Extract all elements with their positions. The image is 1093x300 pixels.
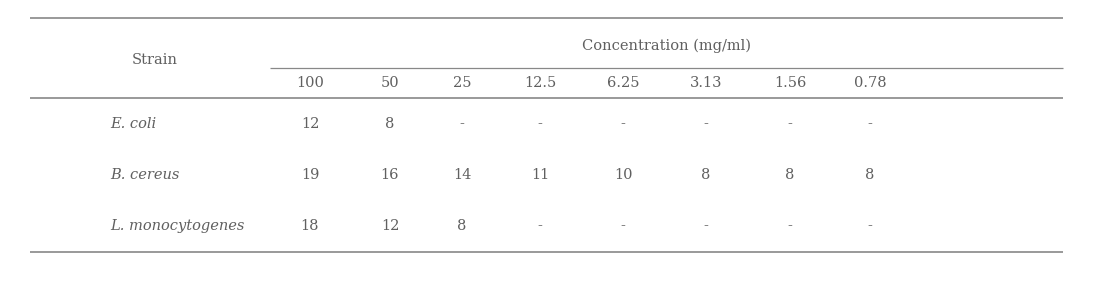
Text: 8: 8 bbox=[386, 117, 395, 131]
Text: 8: 8 bbox=[866, 168, 874, 182]
Text: -: - bbox=[704, 219, 708, 233]
Text: 16: 16 bbox=[380, 168, 399, 182]
Text: 25: 25 bbox=[453, 76, 471, 90]
Text: 6.25: 6.25 bbox=[607, 76, 639, 90]
Text: -: - bbox=[868, 219, 872, 233]
Text: B. cereus: B. cereus bbox=[110, 168, 179, 182]
Text: 8: 8 bbox=[457, 219, 467, 233]
Text: E. coli: E. coli bbox=[110, 117, 156, 131]
Text: 12: 12 bbox=[301, 117, 319, 131]
Text: 12.5: 12.5 bbox=[524, 76, 556, 90]
Text: -: - bbox=[621, 117, 625, 131]
Text: 0.78: 0.78 bbox=[854, 76, 886, 90]
Text: 1.56: 1.56 bbox=[774, 76, 807, 90]
Text: -: - bbox=[788, 117, 792, 131]
Text: 8: 8 bbox=[785, 168, 795, 182]
Text: 12: 12 bbox=[380, 219, 399, 233]
Text: 8: 8 bbox=[702, 168, 710, 182]
Text: Concentration (mg/ml): Concentration (mg/ml) bbox=[581, 39, 751, 53]
Text: 19: 19 bbox=[301, 168, 319, 182]
Text: 50: 50 bbox=[380, 76, 399, 90]
Text: 11: 11 bbox=[531, 168, 549, 182]
Text: 100: 100 bbox=[296, 76, 324, 90]
Text: 18: 18 bbox=[301, 219, 319, 233]
Text: Strain: Strain bbox=[132, 53, 178, 67]
Text: L. monocytogenes: L. monocytogenes bbox=[110, 219, 245, 233]
Text: -: - bbox=[704, 117, 708, 131]
Text: -: - bbox=[788, 219, 792, 233]
Text: 14: 14 bbox=[453, 168, 471, 182]
Text: 10: 10 bbox=[614, 168, 632, 182]
Text: -: - bbox=[621, 219, 625, 233]
Text: -: - bbox=[538, 219, 542, 233]
Text: -: - bbox=[538, 117, 542, 131]
Text: -: - bbox=[868, 117, 872, 131]
Text: -: - bbox=[459, 117, 465, 131]
Text: 3.13: 3.13 bbox=[690, 76, 722, 90]
